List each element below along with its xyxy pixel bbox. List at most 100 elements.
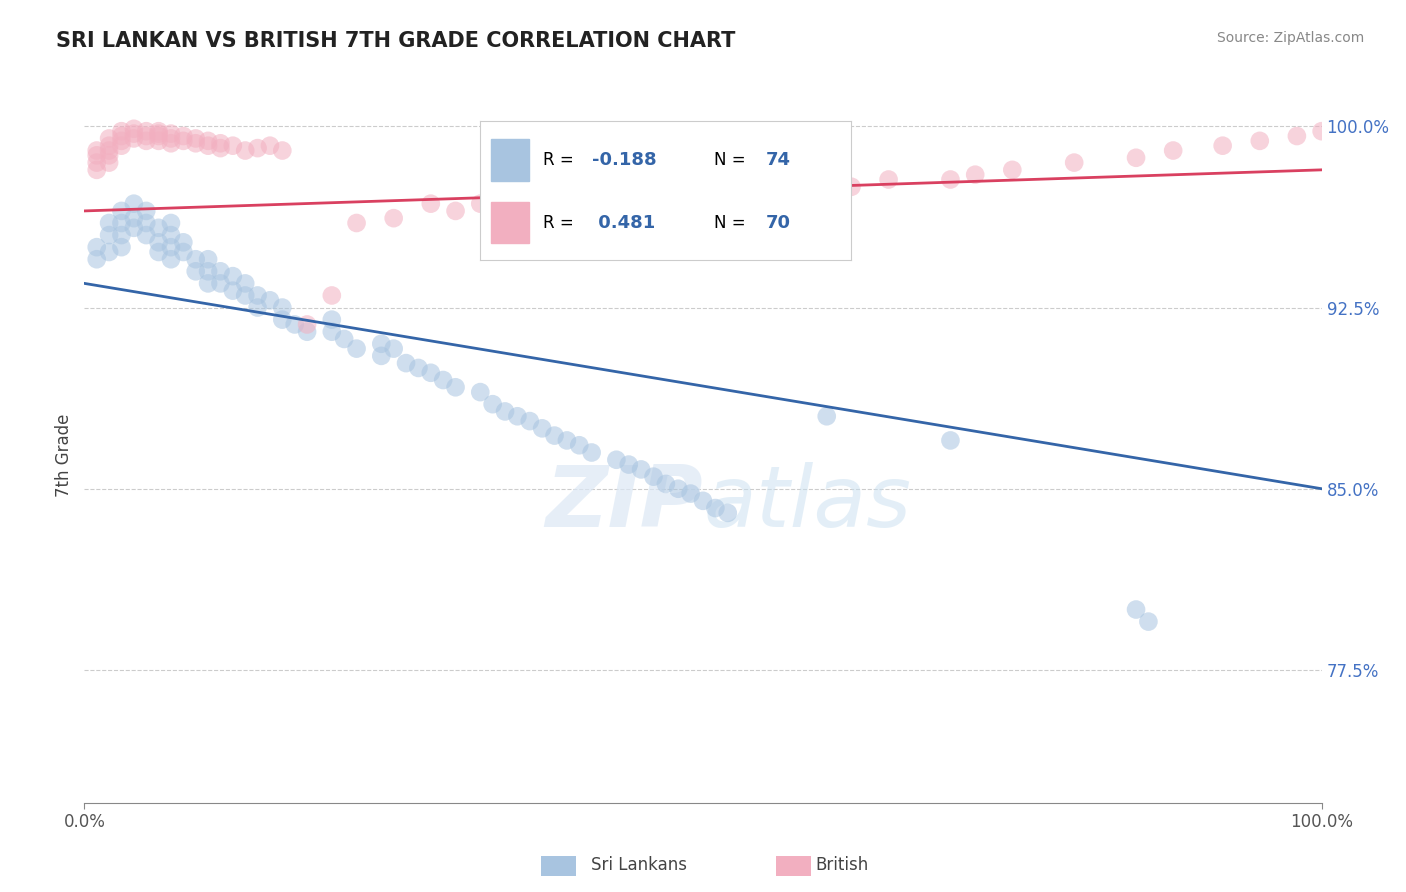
Y-axis label: 7th Grade: 7th Grade [55, 413, 73, 497]
Point [1125, 602, 1147, 616]
Point [160, 252, 183, 267]
Point [939, 434, 962, 448]
Point [1137, 615, 1160, 629]
Point [148, 127, 170, 141]
Point [246, 301, 269, 315]
Point [568, 202, 591, 216]
Point [1249, 134, 1271, 148]
Point [444, 380, 467, 394]
Point [704, 501, 727, 516]
Point [197, 138, 219, 153]
Point [172, 134, 194, 148]
Point [543, 428, 565, 442]
Point [630, 187, 652, 202]
Point [135, 128, 157, 143]
Point [841, 179, 863, 194]
Point [148, 244, 170, 259]
Point [643, 469, 665, 483]
Point [939, 172, 962, 186]
Point [408, 360, 430, 375]
Point [148, 128, 170, 143]
Point [184, 252, 207, 267]
Point [86, 162, 108, 177]
Point [135, 203, 157, 218]
Point [679, 486, 702, 500]
Point [197, 252, 219, 267]
Point [395, 356, 418, 370]
Point [160, 228, 183, 243]
Point [86, 252, 108, 267]
Point [271, 144, 294, 158]
Point [593, 196, 616, 211]
Point [470, 196, 492, 211]
Point [531, 421, 554, 435]
Point [506, 409, 529, 424]
Point [184, 136, 207, 151]
Point [790, 179, 813, 194]
Point [1212, 138, 1234, 153]
Point [86, 155, 108, 169]
Point [98, 244, 121, 259]
Point [370, 349, 392, 363]
Point [543, 196, 565, 211]
Point [172, 244, 194, 259]
Point [1285, 128, 1308, 143]
Point [197, 264, 219, 278]
Point [259, 293, 281, 308]
Point [444, 203, 467, 218]
Point [1001, 162, 1024, 177]
Point [172, 128, 194, 143]
Point [233, 144, 256, 158]
Point [86, 240, 108, 254]
Point [197, 134, 219, 148]
Point [1310, 124, 1333, 138]
Point [122, 127, 145, 141]
Point [295, 325, 318, 339]
Point [135, 124, 157, 138]
Point [209, 141, 232, 155]
Point [370, 336, 392, 351]
Point [86, 148, 108, 162]
Point [160, 240, 183, 254]
Point [717, 192, 740, 206]
Point [110, 124, 132, 138]
Point [122, 131, 145, 145]
Point [494, 404, 516, 418]
Point [655, 477, 678, 491]
Point [295, 318, 318, 332]
Point [321, 288, 343, 302]
Point [754, 187, 776, 202]
Point [98, 131, 121, 145]
Point [284, 318, 307, 332]
Point [630, 462, 652, 476]
Point [184, 264, 207, 278]
Point [209, 136, 232, 151]
Point [419, 196, 441, 211]
Point [222, 138, 245, 153]
Point [98, 228, 121, 243]
Point [172, 235, 194, 250]
Point [1063, 155, 1085, 169]
Point [815, 409, 838, 424]
Point [382, 342, 405, 356]
Point [346, 216, 368, 230]
Point [122, 121, 145, 136]
Point [470, 385, 492, 400]
Point [135, 134, 157, 148]
Point [419, 366, 441, 380]
Point [519, 414, 541, 428]
Point [617, 458, 640, 472]
Point [148, 235, 170, 250]
Point [110, 203, 132, 218]
Point [233, 277, 256, 291]
Point [197, 277, 219, 291]
Point [568, 438, 591, 452]
Point [209, 277, 232, 291]
Point [717, 506, 740, 520]
Text: Source: ZipAtlas.com: Source: ZipAtlas.com [1216, 31, 1364, 45]
Text: ZIP: ZIP [546, 462, 703, 545]
Point [481, 397, 503, 411]
Point [98, 216, 121, 230]
Point [271, 312, 294, 326]
Point [271, 301, 294, 315]
